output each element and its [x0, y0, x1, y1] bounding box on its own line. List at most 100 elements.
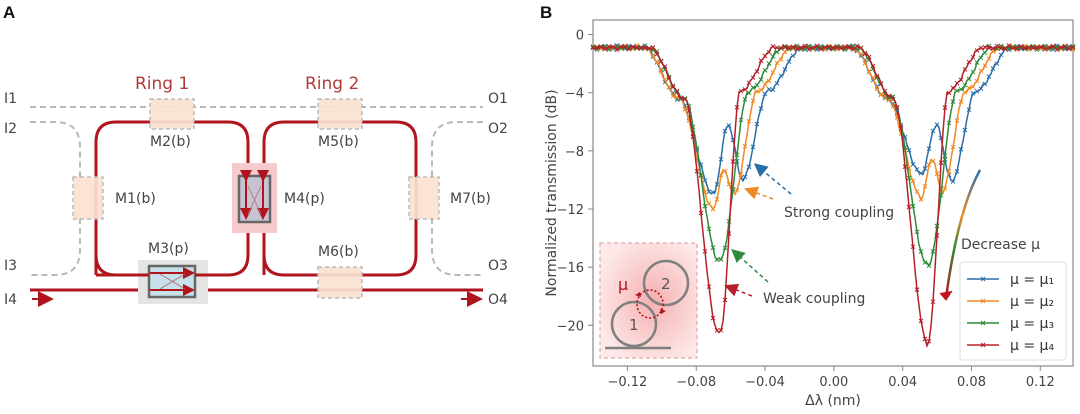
data-point: [746, 119, 752, 124]
module-m6-label: M6(b): [318, 244, 359, 260]
data-point: [650, 45, 656, 50]
data-point: [658, 59, 664, 64]
data-point: [918, 318, 924, 324]
data-point: [978, 86, 984, 91]
series-4: [590, 43, 1076, 348]
data-point: [906, 204, 912, 210]
module-m1-label: M1(b): [115, 191, 156, 207]
data-point: [734, 104, 740, 110]
data-point: [626, 46, 632, 52]
data-point: [774, 45, 780, 51]
data-point: [758, 77, 764, 82]
data-point: [686, 108, 692, 114]
data-point: [718, 172, 724, 178]
data-point: [610, 44, 616, 50]
inset-mu-label: μ: [618, 275, 628, 294]
data-point: [1070, 45, 1076, 50]
data-point: [942, 185, 948, 191]
data-point: [958, 147, 964, 152]
data-point: [1034, 45, 1040, 50]
port-i2: I2: [4, 121, 17, 137]
data-point: [870, 63, 876, 69]
x-tick-label: 0.04: [888, 375, 917, 390]
data-point: [910, 178, 916, 184]
data-point: [638, 45, 644, 51]
data-point: [998, 52, 1004, 58]
data-point: [742, 143, 748, 149]
data-point: [974, 48, 980, 53]
x-tick-label: 0.08: [957, 375, 986, 390]
decrease-mu-arrowhead-icon: [939, 290, 953, 301]
weak-coupling-arrow-green: [731, 248, 769, 283]
port-o3: O3: [488, 258, 508, 274]
data-point: [1070, 44, 1076, 49]
data-point: [1050, 45, 1056, 50]
data-point: [774, 81, 780, 86]
data-point: [914, 167, 920, 172]
coupling-arrow-icon: [635, 292, 641, 297]
legend-label: μ = μ₂: [1010, 294, 1054, 310]
data-point: [746, 80, 752, 86]
data-point: [734, 187, 740, 193]
data-point: [974, 60, 980, 65]
data-point: [986, 56, 992, 62]
series-line: [592, 44, 1074, 268]
data-point: [726, 123, 732, 128]
data-point: [970, 54, 976, 60]
legend-item: μ = μ₃: [967, 316, 1054, 332]
data-point: [962, 127, 968, 133]
waveguide-i2-m1: [30, 121, 81, 178]
module-m7: [408, 176, 440, 220]
data-point: [978, 68, 984, 74]
data-point: [982, 63, 988, 68]
data-point: [922, 166, 928, 171]
data-point: [918, 249, 924, 254]
data-point: [762, 53, 768, 59]
data-point: [726, 181, 732, 187]
data-point: [950, 144, 956, 150]
data-point: [790, 53, 796, 59]
data-point: [850, 47, 856, 52]
data-point: [878, 81, 884, 86]
strong-coupling-arrow-blue: [753, 163, 792, 195]
port-o2: O2: [488, 121, 508, 137]
data-point: [722, 245, 728, 251]
data-point: [746, 90, 752, 96]
data-point: [802, 43, 808, 49]
waveguide-m7-o3: [431, 218, 483, 276]
data-point: [666, 76, 672, 81]
data-point: [1026, 45, 1032, 51]
data-point: [862, 51, 868, 57]
decrease-mu-label: Decrease μ: [961, 237, 1040, 253]
ring-1-label: Ring 1: [135, 74, 189, 94]
data-point: [754, 89, 760, 94]
y-axis: 0 −4 −8 −12 −16 −20: [557, 29, 593, 334]
data-point: [930, 249, 936, 254]
data-point: [662, 77, 668, 83]
data-point: [674, 88, 680, 94]
waveguide-m1-i3: [30, 218, 81, 276]
data-point: [902, 164, 908, 169]
module-m4-label: M4(p): [284, 191, 325, 207]
data-point: [1038, 44, 1044, 50]
data-point: [1054, 47, 1060, 53]
data-point: [642, 45, 648, 51]
series-layer: [590, 43, 1076, 348]
data-point: [754, 121, 760, 127]
module-m1: [72, 176, 104, 220]
data-point: [618, 44, 624, 49]
data-point: [750, 85, 756, 90]
module-m2: [149, 98, 195, 130]
x-axis-label: Δλ (nm): [805, 393, 861, 409]
module-m3: [96, 260, 228, 304]
data-point: [954, 169, 960, 174]
data-point: [910, 162, 916, 167]
legend-label: μ = μ₃: [1010, 316, 1054, 332]
data-point: [842, 44, 848, 50]
data-point: [886, 93, 892, 99]
legend-label: μ = μ₁: [1010, 272, 1054, 288]
data-point: [702, 177, 708, 183]
data-point: [978, 55, 984, 61]
data-point: [654, 60, 660, 66]
data-point: [714, 181, 720, 187]
